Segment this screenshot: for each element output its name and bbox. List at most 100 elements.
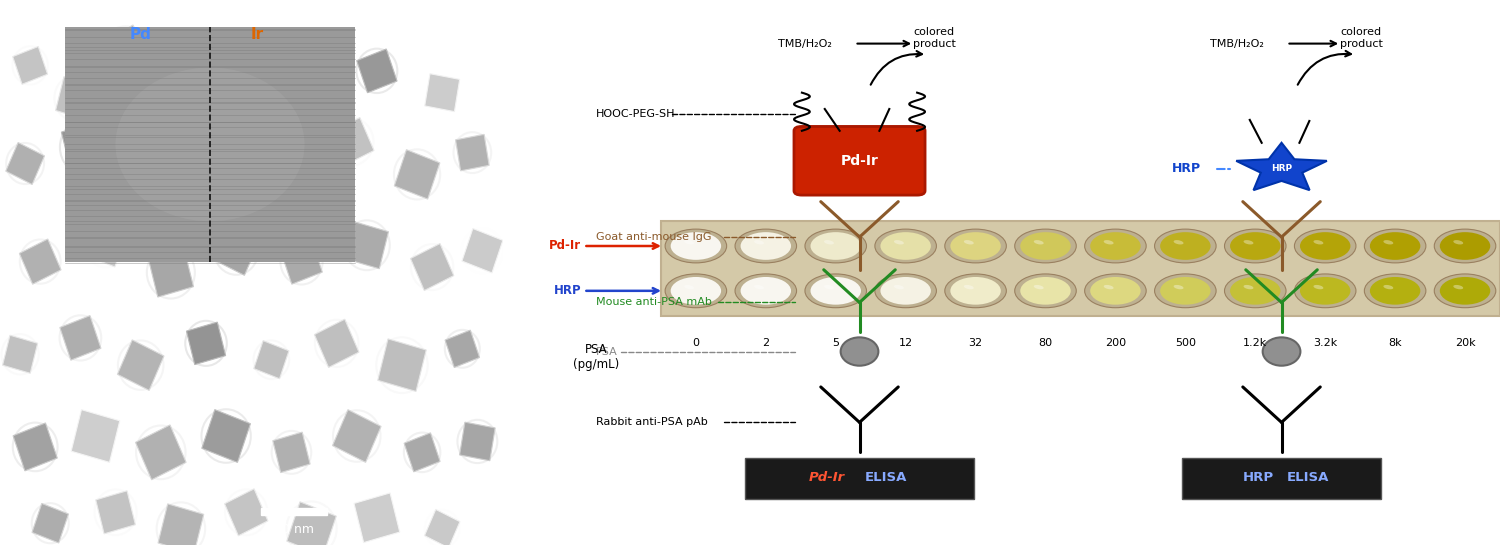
Text: 8k: 8k — [1389, 338, 1402, 348]
Ellipse shape — [1034, 240, 1044, 245]
Polygon shape — [60, 316, 100, 360]
Text: HRP: HRP — [1270, 165, 1292, 173]
Polygon shape — [70, 410, 120, 462]
Polygon shape — [56, 77, 94, 119]
Text: TMB/H₂O₂: TMB/H₂O₂ — [778, 39, 832, 49]
Circle shape — [880, 277, 932, 305]
Text: Pd-Ir: Pd-Ir — [549, 239, 582, 252]
Ellipse shape — [684, 285, 694, 289]
Circle shape — [1440, 232, 1491, 260]
Ellipse shape — [1244, 240, 1254, 245]
Text: 32: 32 — [969, 338, 982, 348]
Circle shape — [670, 277, 722, 305]
Text: ELISA: ELISA — [864, 471, 907, 485]
Polygon shape — [424, 74, 459, 112]
Polygon shape — [99, 25, 153, 84]
Polygon shape — [135, 425, 186, 480]
Text: 5: 5 — [833, 338, 839, 348]
Circle shape — [1300, 277, 1350, 305]
Polygon shape — [330, 118, 374, 166]
Circle shape — [806, 229, 867, 263]
Circle shape — [1300, 232, 1350, 260]
Circle shape — [664, 274, 726, 308]
Polygon shape — [1236, 143, 1328, 190]
Polygon shape — [394, 150, 439, 199]
Circle shape — [735, 229, 796, 263]
Polygon shape — [378, 339, 426, 391]
Polygon shape — [186, 322, 225, 365]
Text: 80: 80 — [1038, 338, 1053, 348]
FancyBboxPatch shape — [794, 126, 926, 195]
Text: 1.2k: 1.2k — [1244, 338, 1268, 348]
Polygon shape — [315, 319, 358, 367]
Polygon shape — [262, 138, 310, 189]
Text: colored
product: colored product — [912, 27, 956, 49]
Bar — [261, 508, 327, 515]
Circle shape — [1224, 274, 1286, 308]
Ellipse shape — [894, 240, 904, 245]
Ellipse shape — [1263, 337, 1300, 366]
Circle shape — [670, 232, 722, 260]
Polygon shape — [202, 410, 250, 462]
Text: ELISA: ELISA — [1287, 471, 1329, 485]
Circle shape — [945, 274, 1006, 308]
FancyBboxPatch shape — [1182, 458, 1382, 499]
Polygon shape — [62, 121, 110, 173]
Ellipse shape — [1314, 240, 1323, 245]
Polygon shape — [117, 340, 164, 390]
Text: PSA: PSA — [597, 347, 618, 356]
Polygon shape — [202, 132, 240, 173]
Circle shape — [945, 229, 1006, 263]
Ellipse shape — [1383, 240, 1394, 245]
Circle shape — [874, 229, 936, 263]
Text: PSA
(pg/mL): PSA (pg/mL) — [573, 343, 620, 371]
Polygon shape — [446, 330, 480, 367]
Polygon shape — [158, 504, 204, 545]
Text: TMB/H₂O₂: TMB/H₂O₂ — [1210, 39, 1264, 49]
Polygon shape — [213, 226, 260, 275]
Circle shape — [741, 277, 790, 305]
Ellipse shape — [824, 285, 834, 289]
Ellipse shape — [1454, 285, 1462, 289]
Ellipse shape — [754, 285, 764, 289]
Text: HRP: HRP — [1242, 471, 1274, 485]
Text: HOOC-PEG-SH: HOOC-PEG-SH — [597, 110, 676, 119]
Circle shape — [1434, 229, 1496, 263]
Bar — [662, 221, 1500, 316]
Polygon shape — [13, 423, 57, 471]
Polygon shape — [459, 422, 495, 461]
Text: 2: 2 — [762, 338, 770, 348]
Polygon shape — [6, 142, 45, 185]
Text: HRP: HRP — [554, 284, 582, 298]
Text: 50 nm: 50 nm — [274, 523, 314, 536]
Text: Pd-Ir: Pd-Ir — [840, 154, 879, 168]
Ellipse shape — [824, 240, 834, 245]
Circle shape — [1020, 277, 1071, 305]
Polygon shape — [148, 248, 194, 297]
Text: Pd-Ir: Pd-Ir — [808, 471, 844, 485]
Text: Pd: Pd — [130, 27, 152, 41]
Ellipse shape — [1034, 285, 1044, 289]
Ellipse shape — [754, 240, 764, 245]
Circle shape — [1365, 274, 1426, 308]
Circle shape — [1434, 274, 1496, 308]
Polygon shape — [20, 239, 62, 284]
Ellipse shape — [116, 68, 304, 221]
Text: Mouse anti-PSA mAb: Mouse anti-PSA mAb — [597, 298, 712, 307]
Polygon shape — [86, 223, 126, 267]
Polygon shape — [462, 228, 503, 273]
Polygon shape — [424, 510, 460, 545]
Circle shape — [1090, 232, 1140, 260]
Polygon shape — [456, 135, 489, 171]
Polygon shape — [3, 335, 38, 373]
Circle shape — [1224, 229, 1286, 263]
Circle shape — [1230, 277, 1281, 305]
Text: 3.2k: 3.2k — [1312, 338, 1338, 348]
Text: 20k: 20k — [1455, 338, 1476, 348]
Text: 500: 500 — [1174, 338, 1196, 348]
Polygon shape — [225, 489, 268, 536]
Circle shape — [874, 274, 936, 308]
Text: 200: 200 — [1106, 338, 1126, 348]
Polygon shape — [280, 239, 322, 284]
Circle shape — [810, 277, 861, 305]
